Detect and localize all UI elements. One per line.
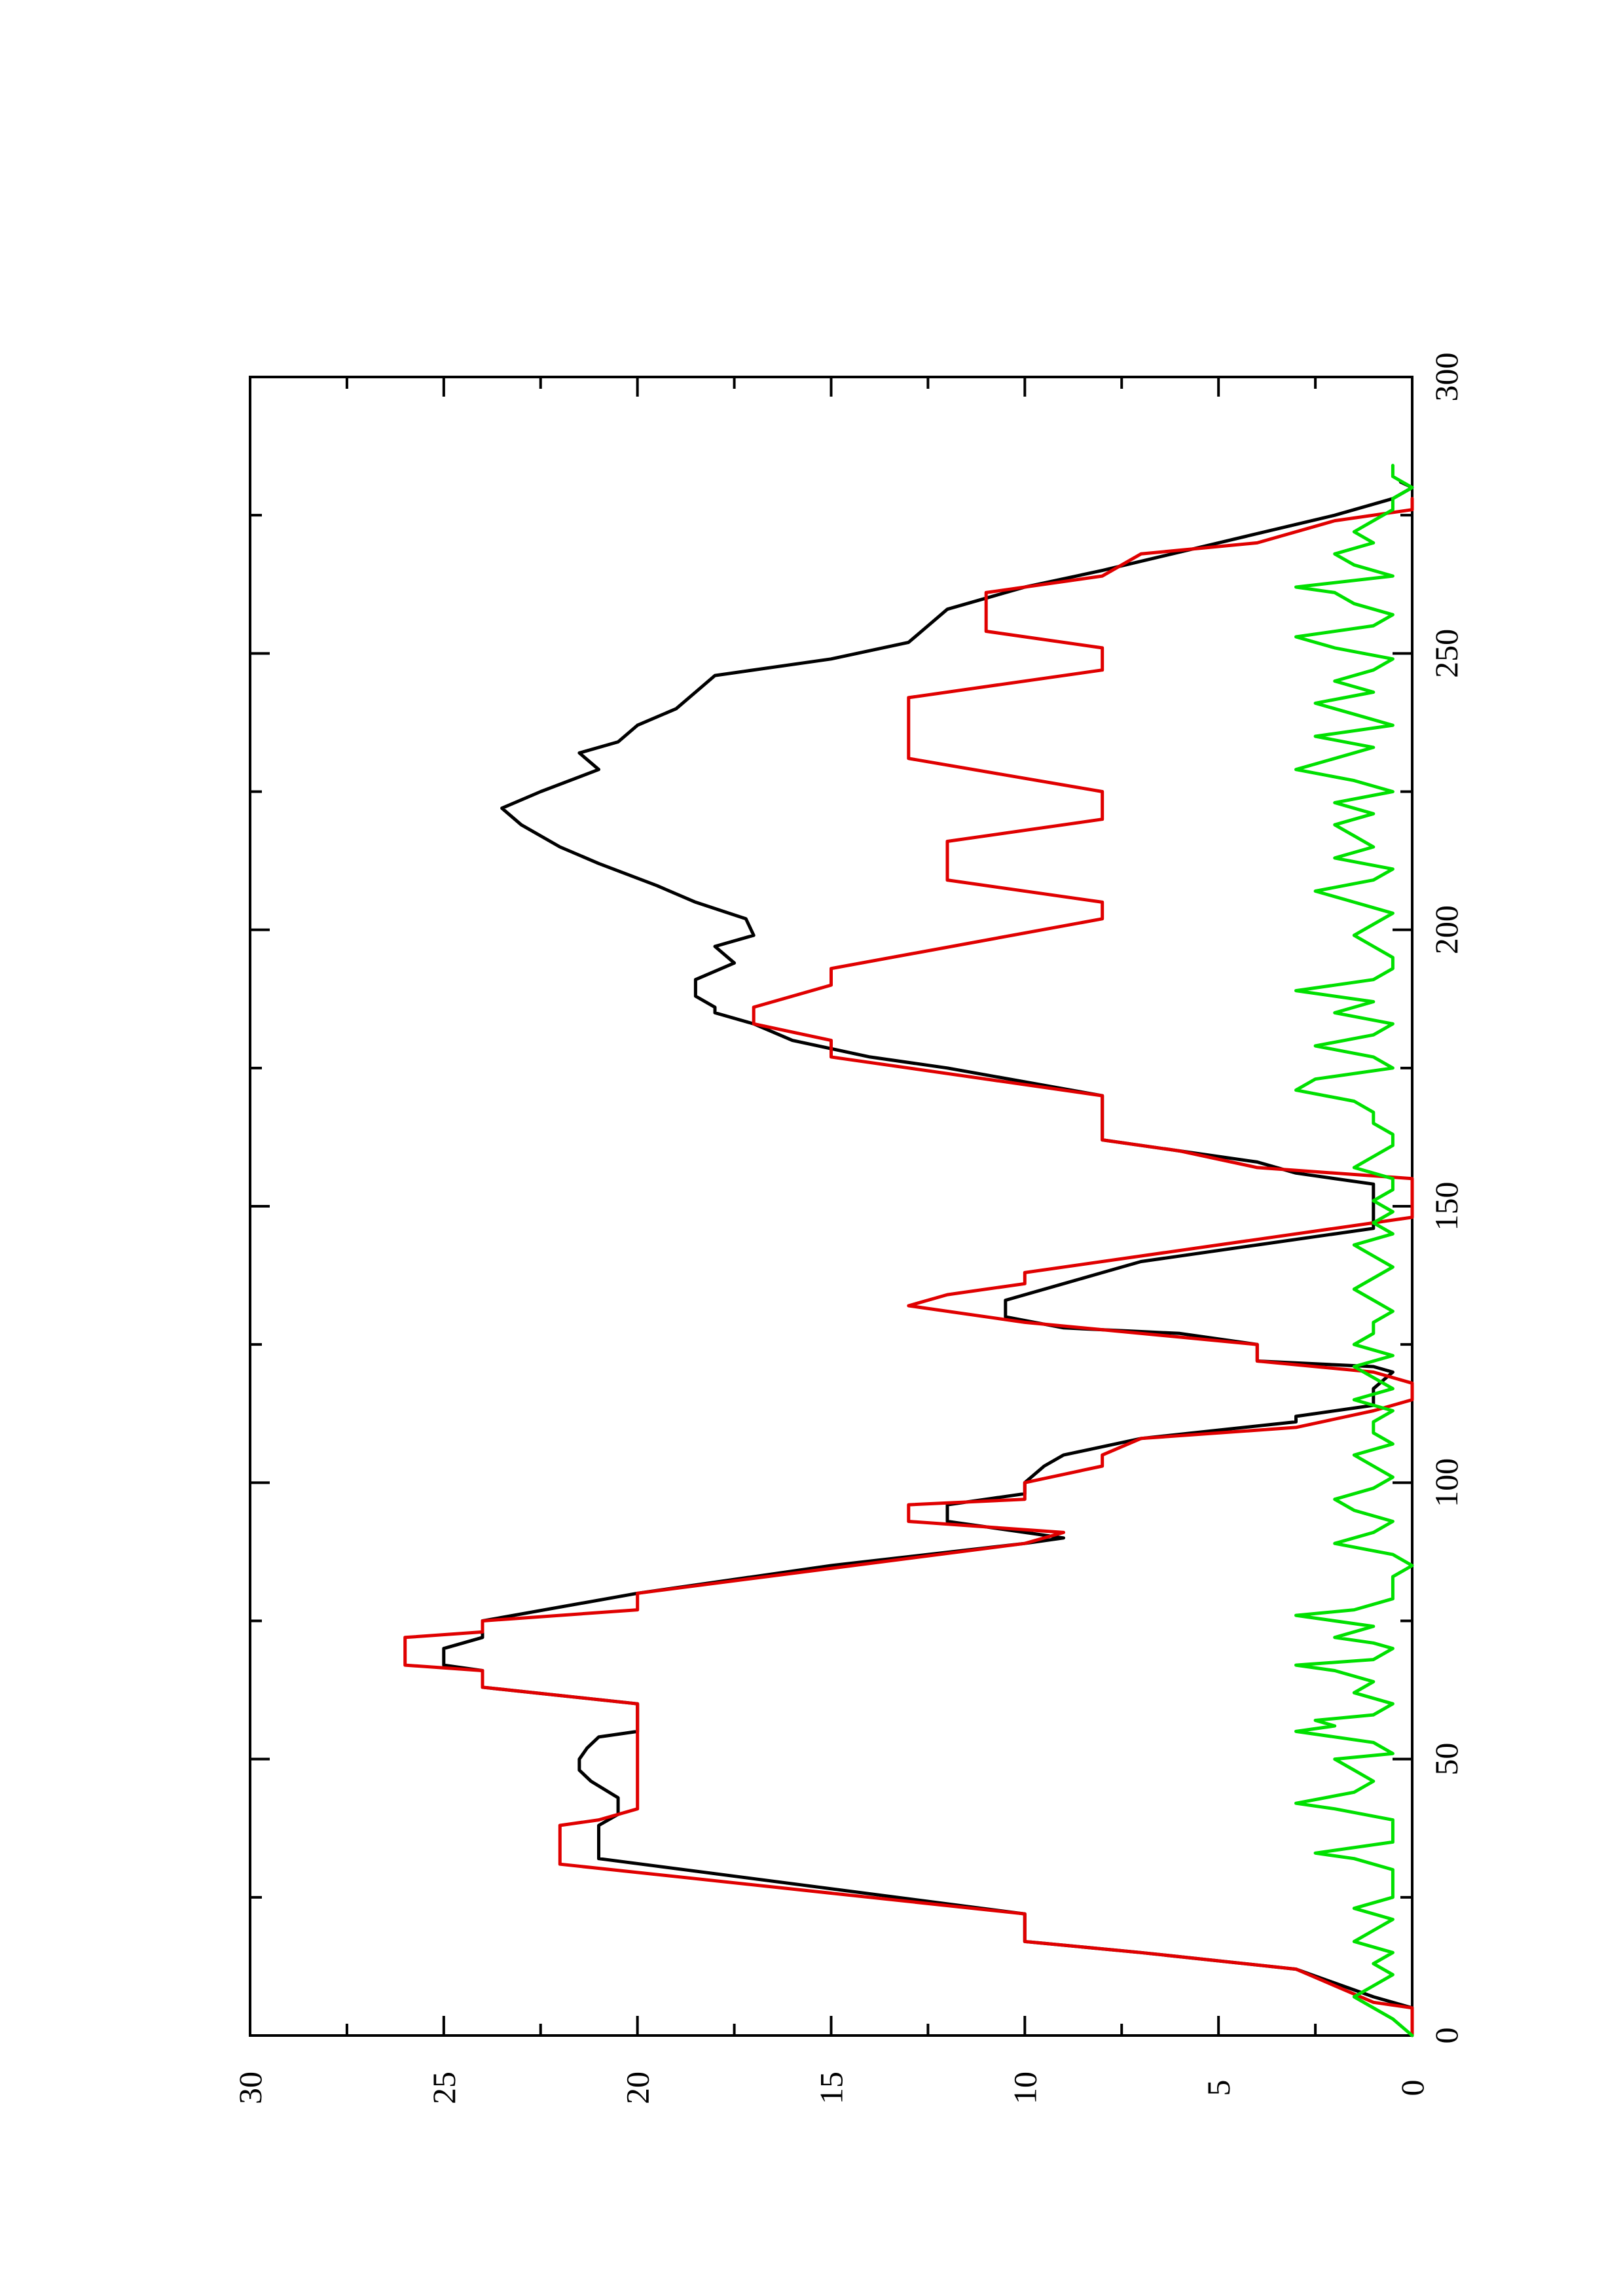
y-tick-label: 25 [426,2072,462,2104]
y-tick-label: 5 [1200,2080,1237,2096]
y-tick-label: 15 [813,2072,850,2104]
y-tick-label: 10 [1006,2072,1043,2104]
x-tick-label: 0 [1428,2028,1465,2044]
y-tick-label: 0 [1394,2080,1431,2096]
x-tick-label: 300 [1428,353,1465,402]
x-tick-label: 250 [1428,629,1465,678]
plot-frame [249,376,1413,2037]
x-tick-label: 150 [1428,1182,1465,1231]
y-tick-label: 30 [232,2072,268,2104]
series-lines [403,463,1414,2037]
axis-tick-labels: 0 50 100 150 200 250 300 0 5 10 15 20 25 30 [232,353,1465,2105]
axis-ticks [250,377,1412,2036]
y-tick-label: 20 [619,2072,656,2104]
series-line-1 [442,480,1414,2037]
x-tick-label: 100 [1428,1458,1465,1507]
x-tick-label: 50 [1428,1743,1465,1776]
series-line-3 [1294,463,1414,2037]
x-tick-label: 200 [1428,905,1465,954]
series-line-2 [403,497,1414,2037]
